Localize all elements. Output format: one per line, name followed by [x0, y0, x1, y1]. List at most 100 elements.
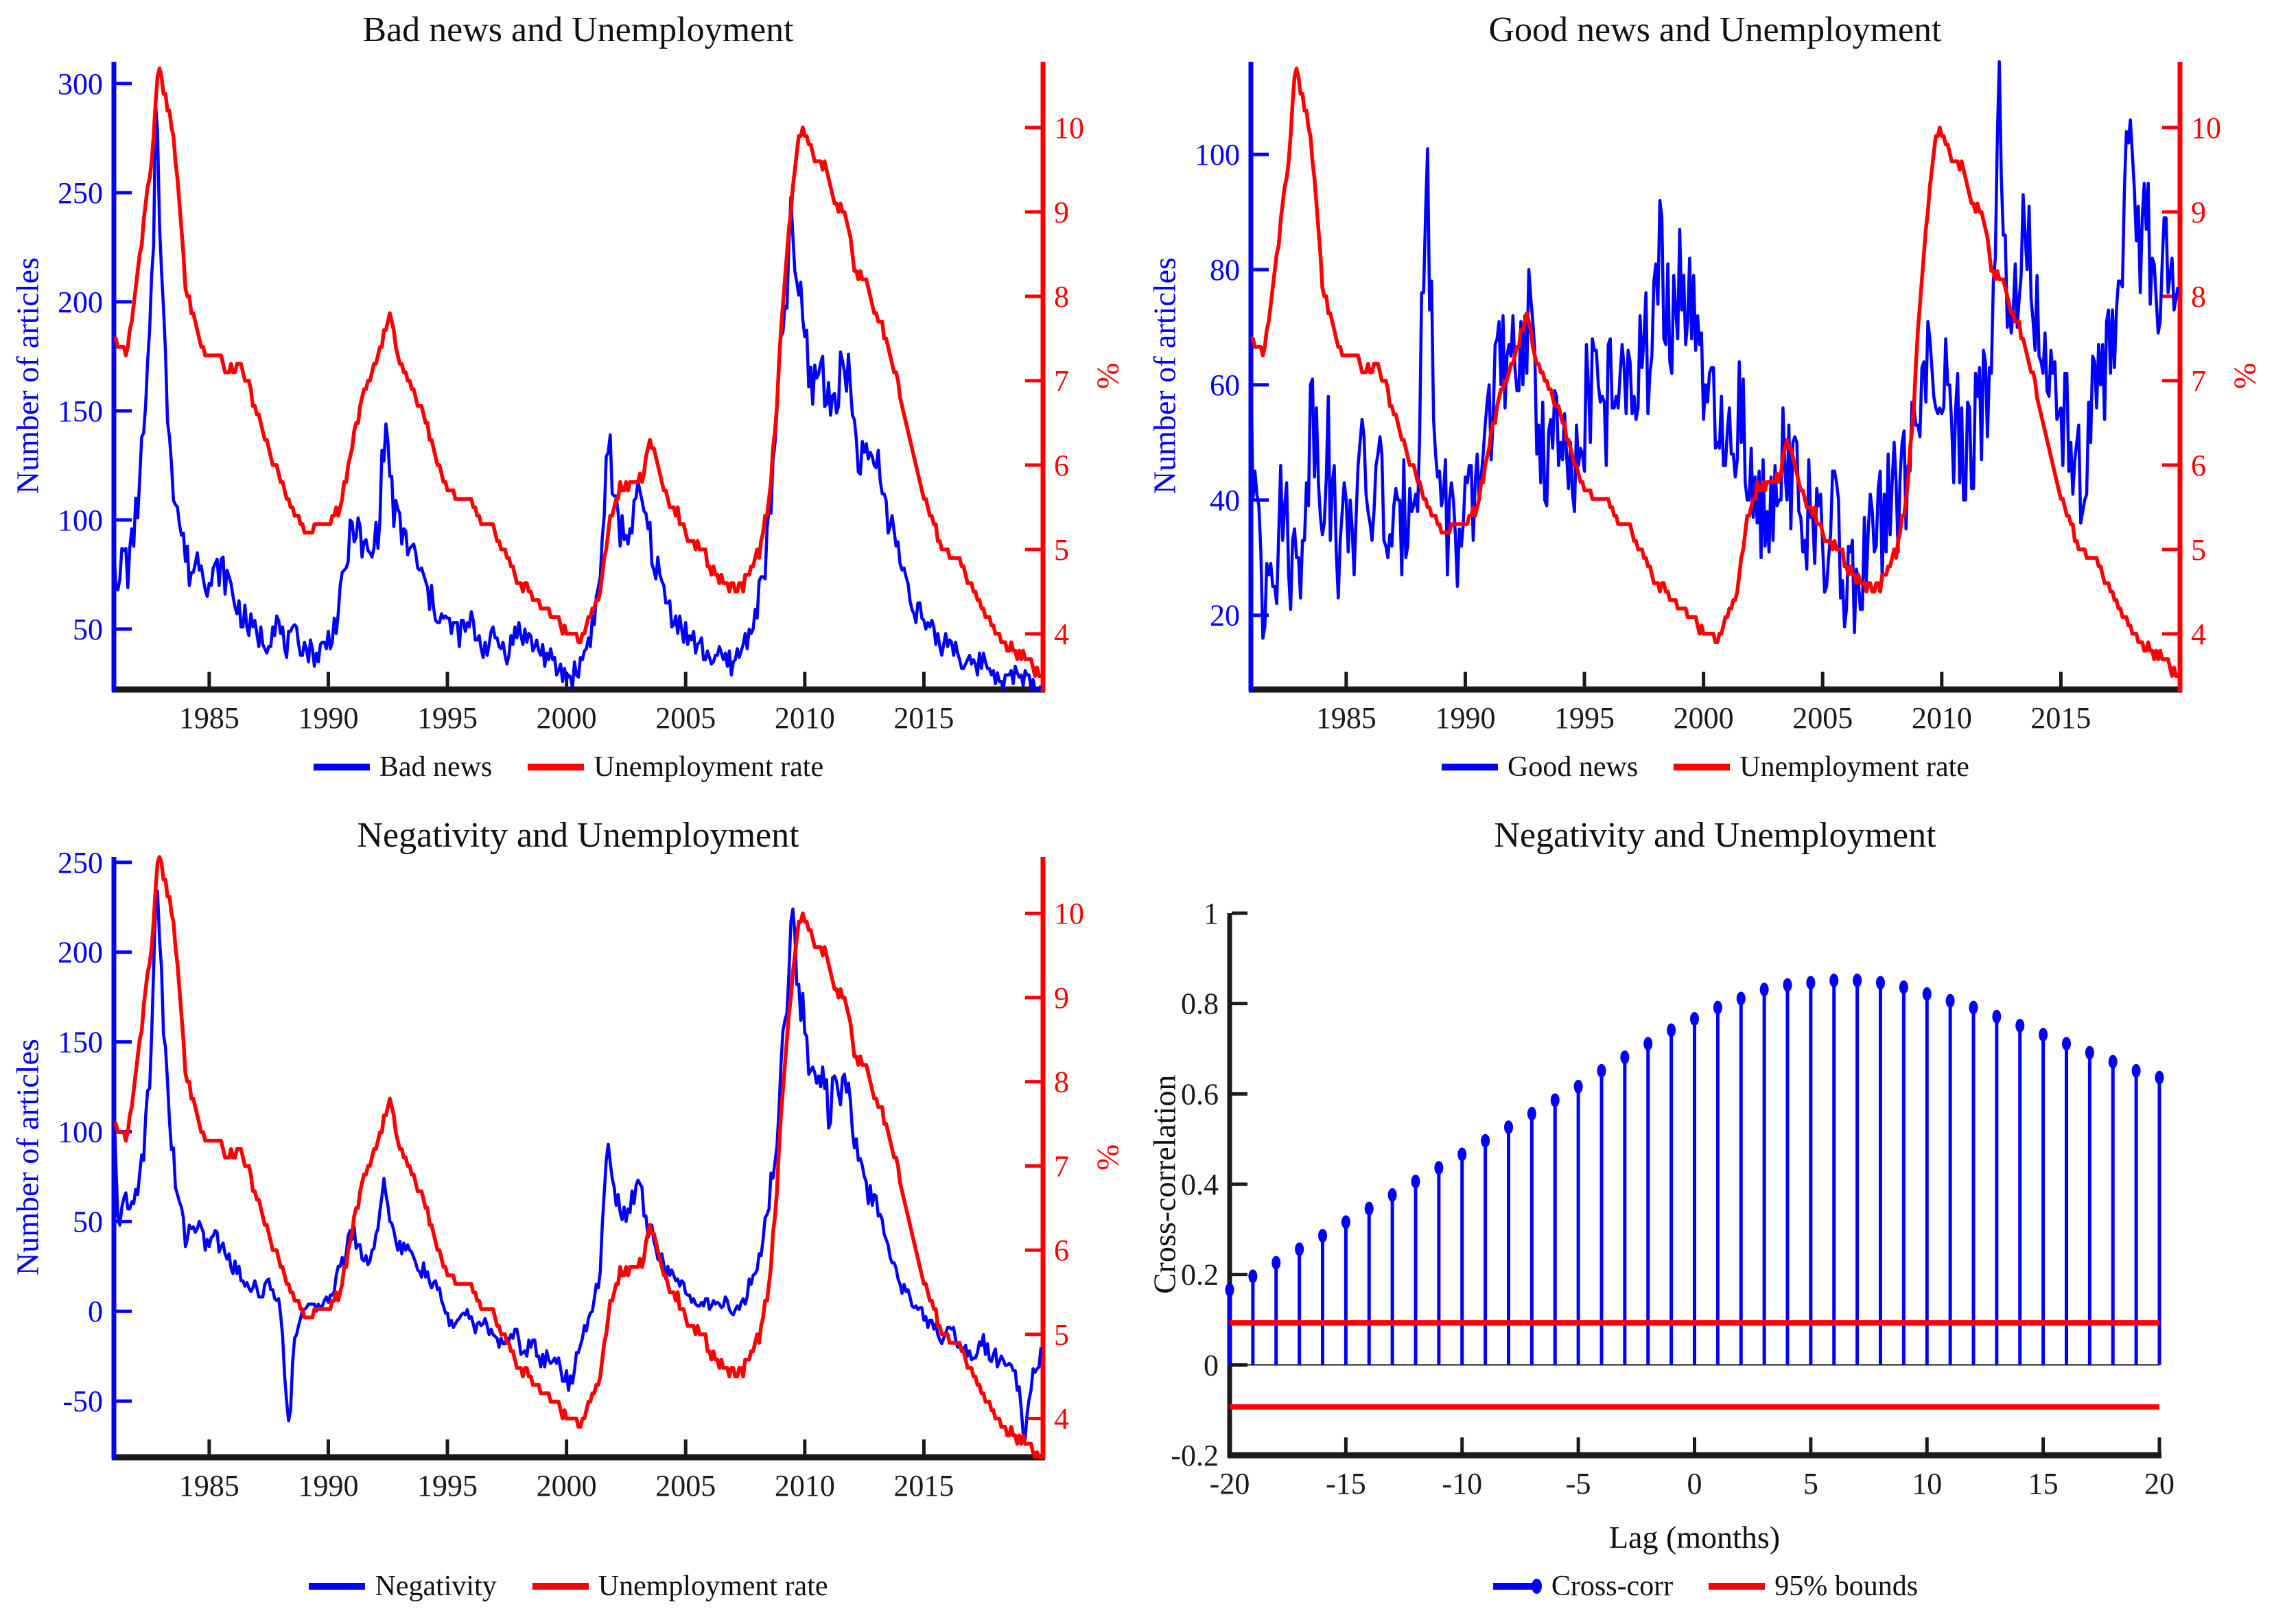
negativity-chart: 1985 1990 1995 2000 2005 2010 2015-50050100150… [58, 846, 1084, 1503]
y-tick-label-left: 60 [1210, 368, 1240, 402]
legend-label: Unemployment rate [598, 1570, 828, 1602]
x-tick-label: 10 [1912, 1467, 1942, 1501]
stem-marker-lag-15 [2039, 1028, 2048, 1042]
stem-marker-lag-1 [1713, 1000, 1722, 1015]
x-tick-label: 1985 [179, 701, 239, 735]
legend: Cross-corr 95% bounds [1206, 1564, 2205, 1608]
x-tick-label: 1995 [417, 701, 478, 735]
y-tick-label-left: 0 [1204, 1348, 1219, 1382]
x-tick-label: 2000 [1674, 701, 1734, 735]
y-tick-label-left: 300 [58, 67, 103, 101]
y-tick-label-right: 7 [2191, 364, 2206, 398]
y-tick-label-left: 0.4 [1181, 1168, 1219, 1201]
bad-news-line-swatch [313, 764, 370, 770]
x-tick-label: 2010 [775, 1469, 835, 1503]
y-tick-label-left: 250 [58, 846, 103, 880]
y-tick-label-right: 5 [1054, 533, 1069, 567]
series-good-news [1249, 60, 2180, 640]
stem-marker-lag--11 [1434, 1161, 1444, 1175]
legend-item: Bad news [313, 751, 493, 784]
series-negativity [112, 889, 1043, 1441]
stem-marker-lag--10 [1457, 1147, 1467, 1162]
y-tick-label-left: 40 [1210, 484, 1240, 517]
y-tick-label-right: 9 [1054, 196, 1069, 229]
stem-marker-lag-7 [1853, 974, 1862, 988]
y-tick-label-right: 4 [2191, 617, 2206, 651]
stem-marker-lag--3 [1620, 1050, 1630, 1064]
panel-negativity: Negativity and Unemployment Number of ar… [0, 812, 1137, 1624]
stem-marker-lag--13 [1387, 1188, 1397, 1202]
x-tick-label: 5 [1803, 1467, 1818, 1501]
x-tick-label: 1990 [298, 1469, 358, 1503]
x-tick-label: -15 [1326, 1467, 1366, 1501]
x-tick-label: 1985 [1316, 701, 1376, 735]
series-unemployment-rate [114, 67, 1042, 679]
stem-marker-lag-2 [1736, 991, 1746, 1006]
stem-marker-lag-5 [1806, 976, 1816, 990]
panel-title: Negativity and Unemployment [357, 816, 799, 855]
unemployment-line-swatch [1674, 764, 1731, 770]
y-tick-label-left: 250 [58, 176, 103, 210]
legend-label: Good news [1508, 751, 1639, 783]
y-tick-label-left: 1 [1204, 897, 1219, 930]
y-tick-label-right: 9 [2191, 196, 2206, 229]
legend-label: Cross-corr [1551, 1570, 1674, 1602]
stem-marker-lag-9 [1899, 980, 1908, 994]
legend-label: 95% bounds [1774, 1570, 1919, 1602]
stem-marker-lag--9 [1481, 1133, 1490, 1148]
series-bad-news [112, 104, 1043, 692]
bounds-line-swatch [1709, 1583, 1766, 1590]
legend-item: Unemployment rate [528, 751, 823, 784]
x-tick-label: 2015 [2030, 701, 2091, 735]
y-tick-label-left: -50 [62, 1385, 103, 1418]
panel-cross-correlation: Negativity and Unemployment Cross-correl… [1137, 812, 2274, 1624]
stem-marker-lag--12 [1411, 1175, 1420, 1188]
y-tick-label-left: 100 [58, 1115, 103, 1149]
stem-marker-lag--19 [1248, 1269, 1258, 1284]
legend-label: Bad news [379, 751, 493, 783]
stem-marker-lag-14 [2015, 1018, 2025, 1033]
stem-marker-lag--15 [1341, 1215, 1350, 1229]
x-tick-label: 0 [1687, 1467, 1702, 1501]
panel-title: Negativity and Unemployment [1494, 816, 1936, 855]
y-tick-label-left: 0.6 [1181, 1077, 1219, 1111]
legend-item: Unemployment rate [532, 1570, 828, 1603]
x-tick-label: 1990 [298, 701, 358, 735]
x-tick-label: 1995 [1554, 701, 1615, 735]
stem-marker-lag--7 [1527, 1107, 1536, 1121]
y-tick-label-left: 0.8 [1181, 987, 1219, 1021]
unemployment-line-swatch [528, 764, 585, 770]
y-tick-label-left: 150 [58, 395, 103, 428]
cross-correlation-chart: -20 -15 -10 -5 0 5 10 15 20 1 0.8 0.6 0.4 0.2 0 -0.2 [1171, 897, 2175, 1501]
negativity-line-swatch [309, 1583, 366, 1590]
y-tick-label-right: 8 [1054, 1066, 1069, 1099]
stem-marker-lag--5 [1573, 1079, 1583, 1094]
good-news-chart: 1985 1990 1995 2000 2005 2010 2015 20 40 60 80 100 4… [1195, 60, 2221, 735]
legend: Bad news Unemployment rate [69, 745, 1068, 789]
x-tick-label: 20 [2144, 1467, 2175, 1501]
unemployment-line-swatch [532, 1583, 589, 1590]
x-axis-label: Lag (months) [1608, 1520, 1781, 1555]
y-tick-label-right: 6 [2191, 449, 2206, 482]
x-tick-label: -10 [1442, 1467, 1482, 1501]
stem-marker-lag-11 [1945, 993, 1955, 1008]
stem-marker-lag--16 [1318, 1229, 1327, 1243]
stem-marker-lag-20 [2155, 1070, 2164, 1085]
y-tick-label-right: 5 [1054, 1318, 1069, 1352]
legend-item: 95% bounds [1709, 1570, 1918, 1603]
stem-marker-lag-13 [1992, 1009, 2002, 1024]
stem-marker-lag--14 [1364, 1201, 1374, 1216]
stem-marker-lag-6 [1829, 974, 1839, 988]
stem-marker-lag-10 [1922, 987, 1932, 1001]
y-tick-label-left: 150 [58, 1026, 103, 1059]
x-tick-label: 2000 [537, 1469, 597, 1503]
stem-marker-lag-16 [2062, 1037, 2071, 1051]
legend: Negativity Unemployment rate [69, 1564, 1068, 1608]
x-tick-label: 1990 [1435, 701, 1495, 735]
stem-marker-lag-8 [1876, 976, 1885, 990]
stem-marker-lag--20 [1225, 1283, 1234, 1297]
x-tick-label: 2010 [775, 701, 835, 735]
x-tick-label: 2010 [1912, 701, 1972, 735]
x-tick-label: -5 [1566, 1467, 1591, 1501]
